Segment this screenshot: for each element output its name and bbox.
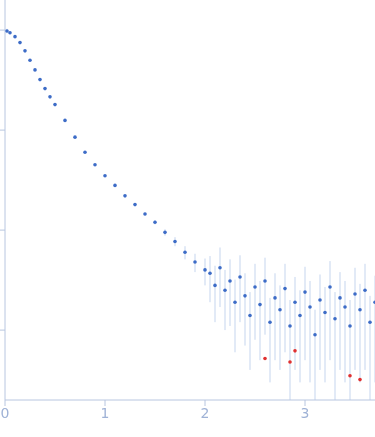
svg-text:0: 0 <box>8 405 9 421</box>
svg-text:3: 3 <box>301 405 310 421</box>
svg-text:2: 2 <box>201 405 210 421</box>
svg-text:1: 1 <box>101 405 110 421</box>
